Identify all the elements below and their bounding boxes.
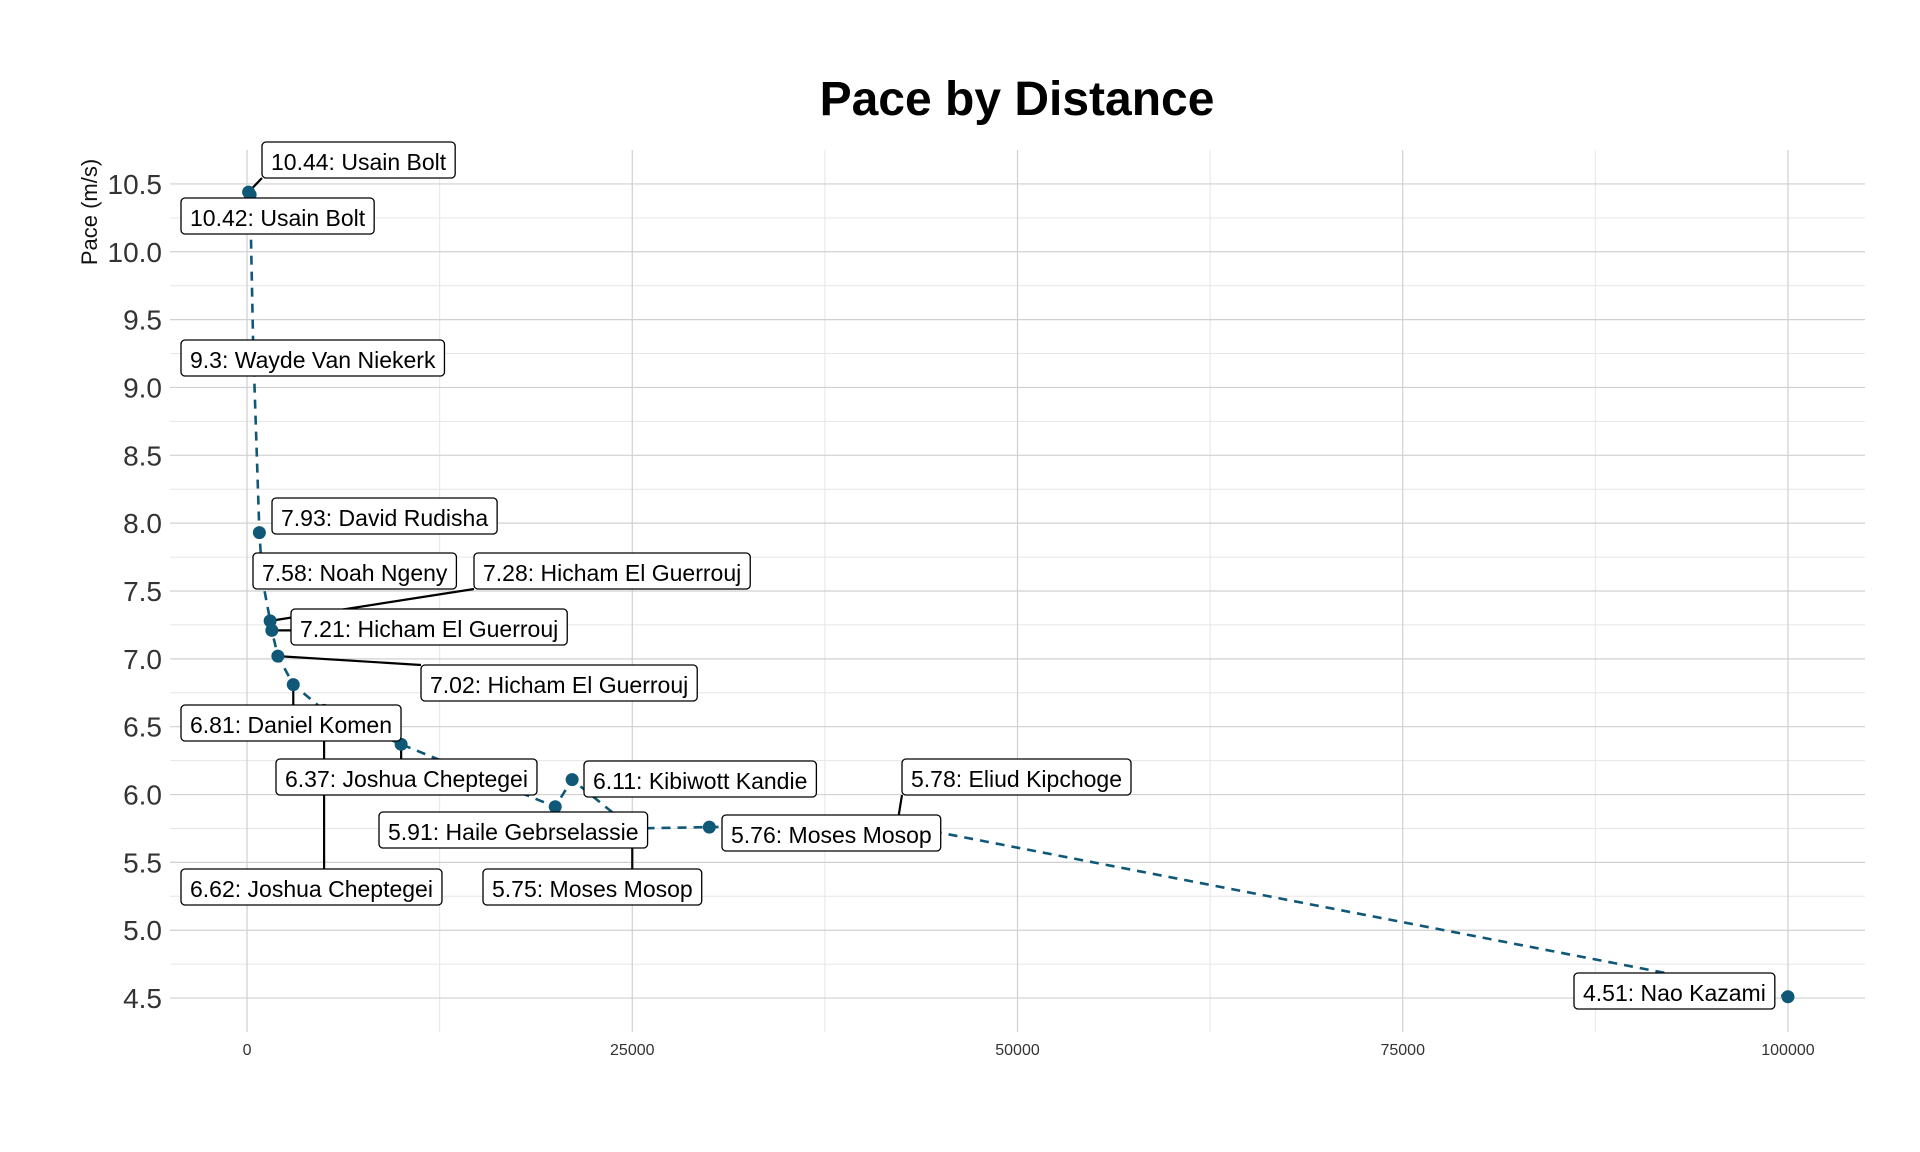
data-label-text: 6.37: Joshua Cheptegei [285,766,528,792]
y-axis-title: Pace (m/s) [77,159,102,265]
data-label-text: 5.91: Haile Gebrselassie [388,819,639,845]
data-point [1781,990,1795,1004]
data-label-box [420,664,698,702]
data-label-box [275,758,538,796]
data-label-box [180,339,446,377]
axis-ticks: 0 25000 50000 75000 100000 4.5 5.0 5.5 6.0 6.5 7.0… [108,169,1815,1059]
data-points [242,185,1795,1004]
y-tick-label: 9.0 [123,372,162,403]
data-label: 7.21: Hicham El Guerrouj [290,608,568,646]
x-tick-label: 0 [243,1042,252,1059]
data-label-box [378,811,649,849]
data-point [265,623,279,637]
y-tick-label: 9.5 [123,305,162,336]
data-label: 4.51: Nao Kazami [1573,972,1776,1010]
y-tick-label: 5.5 [123,847,162,878]
data-label-text: 6.11: Kibiwott Kandie [593,768,807,794]
data-label-box [252,552,458,590]
data-label: 5.75: Moses Mosop [482,868,703,906]
y-tick-label: 8.5 [123,440,162,471]
data-label: 7.93: David Rudisha [271,497,498,535]
data-label: 7.28: Hicham El Guerrouj [473,552,751,590]
x-tick-label: 25000 [610,1042,655,1059]
data-label-text: 10.42: Usain Bolt [190,205,366,231]
data-label-box [290,608,568,646]
y-tick-label: 6.5 [123,712,162,743]
data-label-box [1573,972,1776,1010]
data-label-box [261,141,456,179]
data-point [565,773,579,787]
y-tick-label: 7.0 [123,644,162,675]
data-label-text: 10.44: Usain Bolt [271,149,447,175]
data-label-box [180,197,375,235]
data-label-text: 9.3: Wayde Van Niekerk [190,347,436,373]
x-tick-label: 100000 [1761,1042,1814,1059]
data-label-box [583,760,818,798]
data-label-text: 4.51: Nao Kazami [1583,980,1766,1006]
data-point [271,649,285,663]
data-label-text: 7.02: Hicham El Guerrouj [430,672,688,698]
data-label-box [721,814,942,852]
data-label-box [180,704,402,742]
data-point [702,820,716,834]
data-label: 10.44: Usain Bolt [261,141,456,179]
y-tick-label: 4.5 [123,983,162,1014]
data-label: 10.42: Usain Bolt [180,197,375,235]
data-point [548,800,562,814]
data-label-text: 6.81: Daniel Komen [190,712,392,738]
data-label: 6.11: Kibiwott Kandie [583,760,818,798]
data-label-text: 7.28: Hicham El Guerrouj [483,560,741,586]
data-label-box [482,868,703,906]
data-label-text: 7.93: David Rudisha [281,505,488,531]
data-label: 6.37: Joshua Cheptegei [275,758,538,796]
x-tick-label: 75000 [1380,1042,1425,1059]
chart-title: Pace by Distance [820,73,1215,126]
data-label-text: 5.75: Moses Mosop [492,876,693,902]
data-label-text: 6.62: Joshua Cheptegei [190,876,433,902]
data-label: 7.02: Hicham El Guerrouj [420,664,698,702]
data-label-box [180,868,443,906]
data-label-text: 5.76: Moses Mosop [731,822,932,848]
data-label: 5.76: Moses Mosop [721,814,942,852]
data-label: 6.81: Daniel Komen [180,704,402,742]
y-tick-label: 5.0 [123,915,162,946]
y-tick-label: 7.5 [123,576,162,607]
data-point [252,526,266,540]
data-label: 5.91: Haile Gebrselassie [378,811,649,849]
y-tick-label: 10.5 [108,169,163,200]
data-label-box [473,552,751,590]
series-line-path [247,191,1789,998]
y-tick-label: 8.0 [123,508,162,539]
data-label-box [271,497,498,535]
x-tick-label: 50000 [995,1042,1040,1059]
y-tick-label: 10.0 [108,237,163,268]
data-point [286,678,300,692]
y-tick-label: 6.0 [123,780,162,811]
data-label-text: 7.58: Noah Ngeny [262,560,448,586]
data-label: 7.58: Noah Ngeny [252,552,458,590]
data-label: 6.62: Joshua Cheptegei [180,868,443,906]
data-labels: 10.44: Usain Bolt 10.42: Usain Bolt 9.3: W… [180,141,1776,1010]
data-label: 9.3: Wayde Van Niekerk [180,339,446,377]
data-label: 5.78: Eliud Kipchoge [901,758,1132,796]
series-line [247,191,1789,998]
data-label-text: 7.21: Hicham El Guerrouj [300,616,558,642]
data-label-text: 5.78: Eliud Kipchoge [911,766,1122,792]
label-leader-line [277,655,422,667]
data-label-box [901,758,1132,796]
